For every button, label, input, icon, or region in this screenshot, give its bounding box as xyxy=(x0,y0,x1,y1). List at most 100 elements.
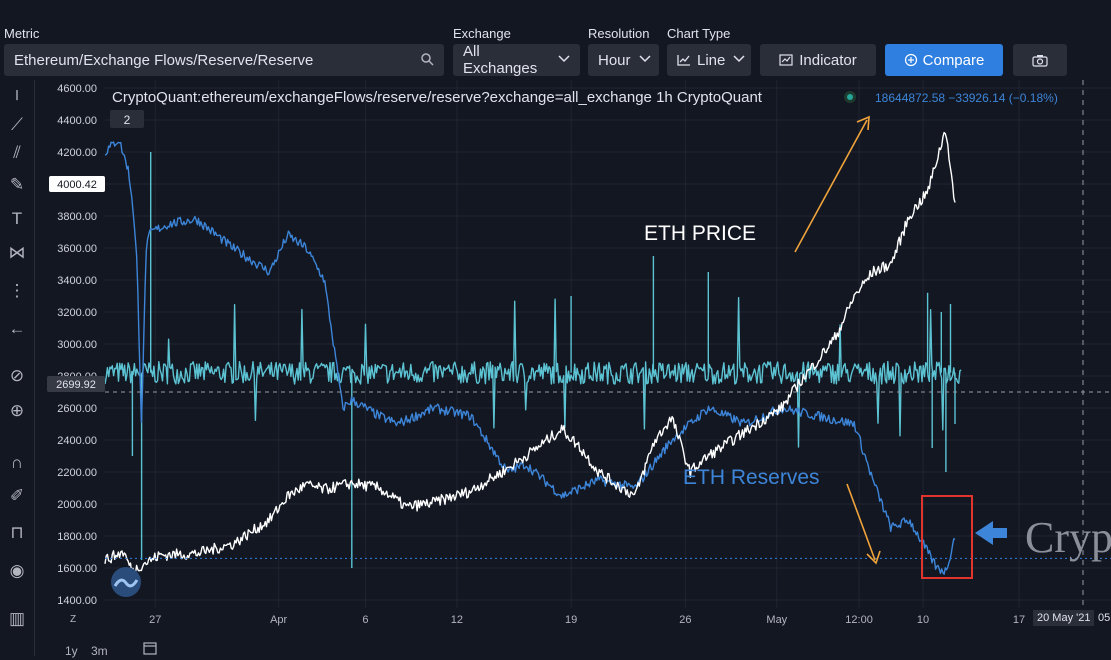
x-tick-label: 19 xyxy=(565,614,578,626)
ruler-icon[interactable]: ⊘ xyxy=(9,366,25,385)
x-tick-label: 17 xyxy=(1012,614,1026,626)
exchange-value: All Exchanges xyxy=(463,43,538,77)
z-button[interactable]: Z xyxy=(69,614,77,625)
legend-collapse-label: 2 xyxy=(124,113,131,127)
brush-icon[interactable]: ✎ xyxy=(9,175,25,194)
range-1y-button[interactable]: 1y xyxy=(65,644,78,658)
current-price-badge: 4000.42 xyxy=(49,176,105,192)
y-tick-label: 1800.00 xyxy=(57,531,97,543)
x-tick-label: 6 xyxy=(362,614,369,626)
lock-icon[interactable]: ⊓ xyxy=(10,523,24,542)
plus-circle-icon xyxy=(904,53,918,67)
legend-collapse-button[interactable]: 2 xyxy=(110,110,144,128)
trash-icon[interactable]: ▥ xyxy=(8,609,26,628)
compare-button[interactable]: Compare xyxy=(885,44,1003,76)
chevron-down-icon xyxy=(550,54,570,66)
magnet-icon[interactable]: ∩ xyxy=(10,453,24,472)
x-tick-label: 12 xyxy=(450,614,464,626)
metric-label: Metric xyxy=(4,26,40,41)
x-tick-label: Apr xyxy=(270,614,288,626)
date-badge-tail: 05 xyxy=(1098,612,1111,624)
exchange-select[interactable]: All Exchanges xyxy=(453,43,580,77)
series-lines xyxy=(104,131,962,575)
current-price-label: 4000.42 xyxy=(57,179,97,191)
cursor-icon[interactable]: ╵ xyxy=(11,91,23,110)
line-chart-icon xyxy=(677,54,691,66)
y-tick-label: 3200.00 xyxy=(57,307,97,319)
x-tick-label: May xyxy=(766,614,788,626)
pointer-arrow-icon xyxy=(975,521,1007,545)
crosshair-price-label: 2699.92 xyxy=(56,379,96,391)
screenshot-button[interactable] xyxy=(1013,44,1067,76)
chart-type-value: Line xyxy=(697,51,726,69)
top-strip xyxy=(0,0,1111,8)
y-tick-label: 4400.00 xyxy=(57,115,97,127)
x-tick-label: 27 xyxy=(149,614,162,626)
down-arrow-head xyxy=(866,550,881,565)
gridlines xyxy=(105,80,1111,608)
text-icon[interactable]: T xyxy=(11,209,23,228)
indicator-label: Indicator xyxy=(799,51,857,69)
controls-bar: Metric Ethereum/Exchange Flows/Reserve/R… xyxy=(0,18,1111,80)
highlight-box xyxy=(921,495,973,579)
series-line-eth-reserves xyxy=(104,141,956,575)
chevron-down-icon xyxy=(725,54,745,66)
metric-select[interactable]: Ethereum/Exchange Flows/Reserve/Reserve xyxy=(4,44,444,76)
trend-line-icon[interactable]: ⟋ xyxy=(11,115,23,134)
pitchfork-icon[interactable]: ⫽ xyxy=(13,143,21,162)
x-tick-label: 10 xyxy=(916,614,930,626)
forecast-icon[interactable]: ⋮ xyxy=(8,281,26,300)
crosshair-price-badge: 2699.92 xyxy=(47,376,105,392)
x-tick-label: 26 xyxy=(679,614,692,626)
tradingview-logo-icon xyxy=(111,567,141,597)
resolution-select[interactable]: Hour xyxy=(588,44,659,76)
y-tick-label: 3000.00 xyxy=(57,339,97,351)
zoom-icon[interactable]: ⊕ xyxy=(9,401,25,420)
legend-values: 18644872.58 −33926.14 (−0.18%) xyxy=(875,91,1058,105)
x-tick-label: 12:00 xyxy=(845,614,873,626)
date-badge: 20 May '21 xyxy=(1033,610,1095,626)
indicator-button[interactable]: Indicator xyxy=(760,44,876,76)
y-tick-label: 2600.00 xyxy=(57,403,97,415)
chart-type-select[interactable]: Line xyxy=(667,44,751,76)
compare-label: Compare xyxy=(922,51,985,69)
date-badge-label: 20 May '21 xyxy=(1037,612,1091,624)
time-axis-bar: Z 27 Apr 6 12 19 26 May 12:00 10 17 20 May '21 05… xyxy=(35,608,1111,658)
y-tick-label: 2000.00 xyxy=(57,499,97,511)
legend-series-title: CryptoQuant:ethereum/exchangeFlows/reser… xyxy=(112,89,763,106)
chart-area[interactable]: 4600.004400.004200.004000.003800.003600.… xyxy=(35,80,1111,608)
y-tick-label: 2200.00 xyxy=(57,467,97,479)
chart-svg: 4600.004400.004200.004000.003800.003600.… xyxy=(47,80,1111,608)
down-arrow xyxy=(846,483,876,561)
eye-icon[interactable]: ◉ xyxy=(9,561,25,580)
watermark-text: Cryp xyxy=(1025,513,1111,562)
y-tick-label: 4200.00 xyxy=(57,147,97,159)
chevron-down-icon xyxy=(631,54,651,66)
indicator-icon xyxy=(779,54,793,66)
series-line-eth-price xyxy=(104,131,956,575)
y-tick-label: 3800.00 xyxy=(57,211,97,223)
up-arrow xyxy=(794,119,868,253)
camera-icon xyxy=(1032,54,1048,67)
y-tick-label: 3600.00 xyxy=(57,243,97,255)
back-arrow-icon[interactable]: ← xyxy=(8,319,26,338)
resolution-label: Resolution xyxy=(588,26,650,41)
y-tick-label: 3400.00 xyxy=(57,275,97,287)
drawing-toolbar: ╵ ⟋ ⫽ ✎ T ⋈ ⋮ ← ⊘ ⊕ ∩ ✐ ⊓ ◉ ▥ xyxy=(0,80,35,656)
metric-value: Ethereum/Exchange Flows/Reserve/Reserve xyxy=(14,51,314,69)
eth-price-annotation: ETH PRICE xyxy=(644,222,756,245)
range-3m-button[interactable]: 3m xyxy=(91,644,108,658)
y-tick-label: 2400.00 xyxy=(57,435,97,447)
pattern-icon[interactable]: ⋈ xyxy=(8,243,26,262)
series-line-eth-exchange-flows xyxy=(104,152,962,568)
y-tick-label: 1600.00 xyxy=(57,563,97,575)
exchange-label: Exchange xyxy=(453,26,511,41)
y-axis: 4600.004400.004200.004000.003800.003600.… xyxy=(57,83,97,607)
y-tick-label: 4600.00 xyxy=(57,83,97,95)
lock-draw-icon[interactable]: ✐ xyxy=(9,486,25,505)
calendar-icon[interactable] xyxy=(143,641,157,660)
chart-type-label: Chart Type xyxy=(667,26,731,41)
eth-reserves-annotation: ETH Reserves xyxy=(683,466,820,489)
resolution-value: Hour xyxy=(598,51,631,69)
y-tick-label: 1400.00 xyxy=(57,595,97,607)
